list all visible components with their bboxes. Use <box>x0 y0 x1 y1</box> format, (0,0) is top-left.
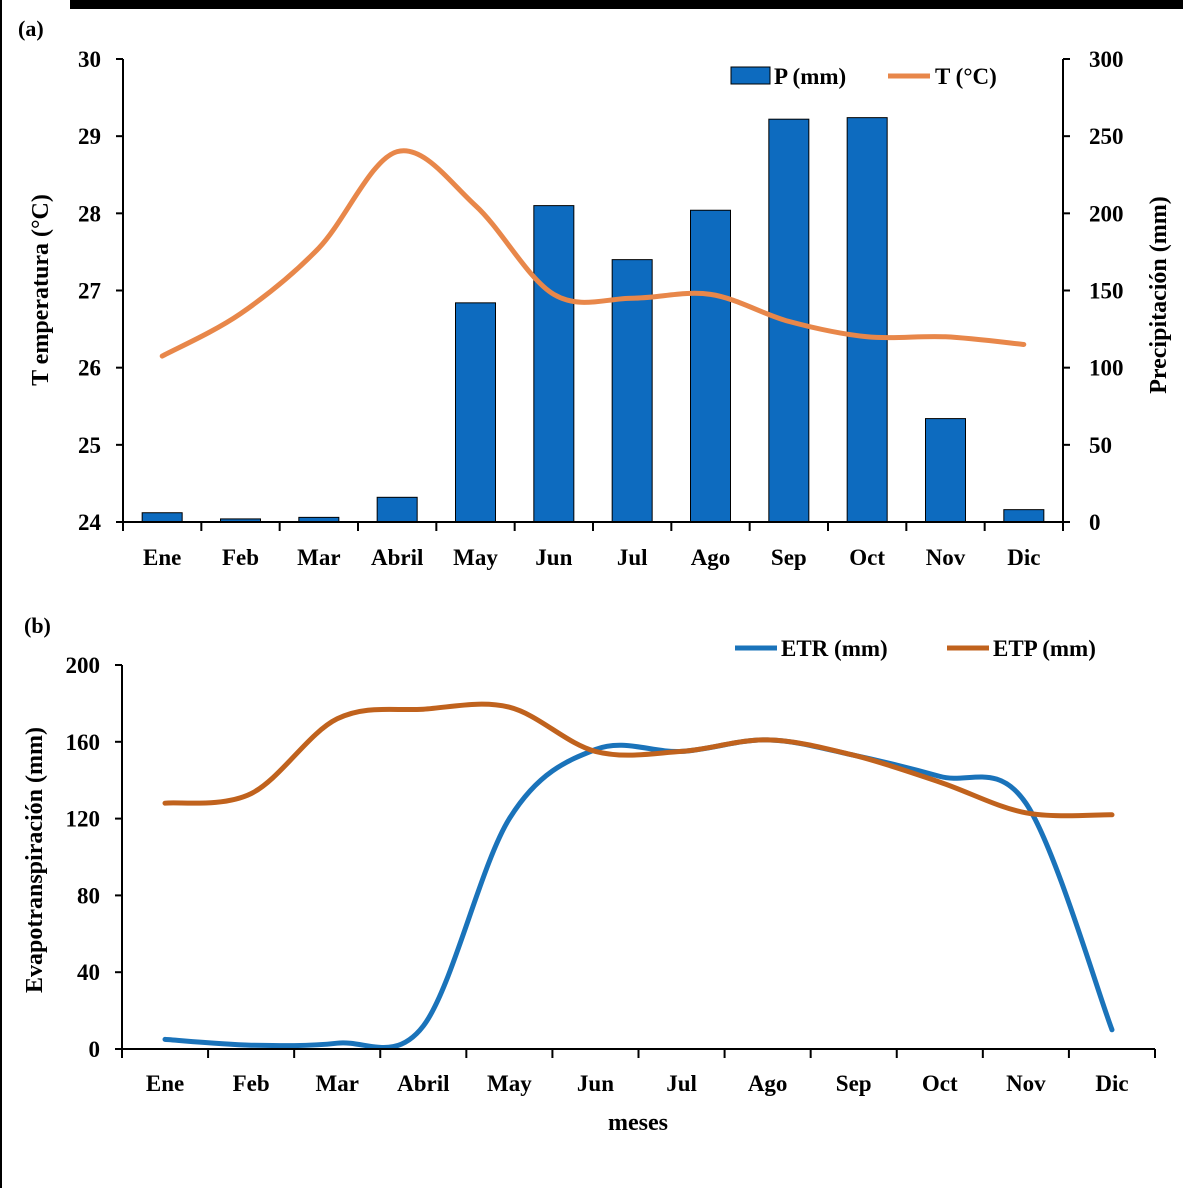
x-tick-label-a: Jun <box>535 545 572 570</box>
legend-label-etr: ETR (mm) <box>781 636 888 661</box>
y-tick-label-b: 0 <box>89 1037 101 1062</box>
y-tick-label-right: 100 <box>1089 356 1124 381</box>
x-tick-label-a: Jul <box>617 545 648 570</box>
x-tick-label-b: May <box>487 1071 532 1096</box>
x-tick-label-b: Abril <box>397 1071 449 1096</box>
x-tick-label-a: Mar <box>297 545 340 570</box>
x-tick-label-b: Mar <box>315 1071 358 1096</box>
x-tick-label-a: May <box>453 545 498 570</box>
x-tick-label-a: Nov <box>926 545 966 570</box>
y-tick-label-b: 120 <box>66 807 101 832</box>
x-tick-label-b: Jun <box>577 1071 614 1096</box>
y-tick-label-left: 27 <box>78 279 101 304</box>
y-axis-label-b: Evapotranspiración (mm) <box>22 727 48 993</box>
y-tick-label-left: 24 <box>78 510 102 535</box>
y-tick-label-right: 300 <box>1089 47 1124 72</box>
precip-bar-ago <box>690 209 731 523</box>
y-axis-label-right: Precipitación (mm) <box>1146 196 1172 394</box>
y-tick-label-left: 30 <box>78 47 101 72</box>
precip-bar-dic <box>1003 509 1045 523</box>
panel-b: (b) 0 40 80 120 160 200 Ene Feb Mar Abril May Jun Ju… <box>22 613 1156 1136</box>
x-tick-label-b: Ago <box>748 1071 788 1096</box>
x-tick-label-a: Ene <box>143 545 181 570</box>
y-tick-label-left: 25 <box>78 433 101 458</box>
legend-swatch-precipitation <box>730 66 771 85</box>
etr-line <box>162 737 1115 1051</box>
y-tick-label-left: 26 <box>78 356 101 381</box>
panel-label-b: (b) <box>24 613 51 638</box>
x-tick-label-b: Nov <box>1006 1071 1046 1096</box>
x-tick-label-b: Oct <box>922 1071 958 1096</box>
x-tick-label-b: Jul <box>666 1071 697 1096</box>
x-axis-label-b: meses <box>608 1110 668 1136</box>
x-tick-label-b: Dic <box>1095 1071 1128 1096</box>
y-tick-label-b: 80 <box>77 883 100 908</box>
x-tick-label-a: Abril <box>371 545 423 570</box>
y-tick-label-left: 29 <box>78 124 101 149</box>
x-tick-label-a: Ago <box>691 545 731 570</box>
panel-label-a: (a) <box>18 16 44 41</box>
precip-bar-nov <box>925 418 966 523</box>
precipitation-bars <box>141 117 1045 523</box>
y-tick-label-b: 160 <box>66 730 101 755</box>
y-axis-label-left: T emperatura (°C) <box>28 194 54 386</box>
x-tick-label-b: Feb <box>233 1071 270 1096</box>
legend-b: ETR (mm) ETP (mm) <box>735 636 1096 661</box>
precip-bar-may <box>455 302 496 523</box>
precip-bar-oct <box>846 117 888 523</box>
y-tick-label-b: 200 <box>66 653 101 678</box>
x-tick-label-a: Feb <box>222 545 259 570</box>
y-tick-label-left: 28 <box>78 201 101 226</box>
x-tick-label-a: Dic <box>1007 545 1040 570</box>
y-tick-label-right: 250 <box>1089 124 1124 149</box>
y-tick-label-right: 200 <box>1089 201 1124 226</box>
x-tick-label-b: Sep <box>836 1071 872 1096</box>
panel-b-axes: 0 40 80 120 160 200 Ene Feb Mar Abril May Jun Jul Ago… <box>66 653 1156 1096</box>
legend-label-etp: ETP (mm) <box>993 636 1096 661</box>
x-tick-label-a: Oct <box>849 545 885 570</box>
legend-label-precipitation: P (mm) <box>774 64 846 89</box>
etp-line <box>162 701 1115 819</box>
precip-bar-ene <box>141 512 183 523</box>
x-tick-label-a: Sep <box>771 545 807 570</box>
precip-bar-abril <box>376 496 418 523</box>
y-tick-label-right: 0 <box>1089 510 1101 535</box>
y-tick-label-right: 50 <box>1089 433 1112 458</box>
x-tick-label-b: Ene <box>146 1071 184 1096</box>
legend-a: P (mm) T (°C) <box>730 64 997 89</box>
y-tick-label-b: 40 <box>77 960 100 985</box>
y-tick-label-right: 150 <box>1089 279 1124 304</box>
temperature-line <box>159 148 1027 359</box>
legend-label-temperature: T (°C) <box>935 64 997 89</box>
top-frame-bar <box>70 0 1183 9</box>
precip-bar-jun <box>533 205 575 523</box>
